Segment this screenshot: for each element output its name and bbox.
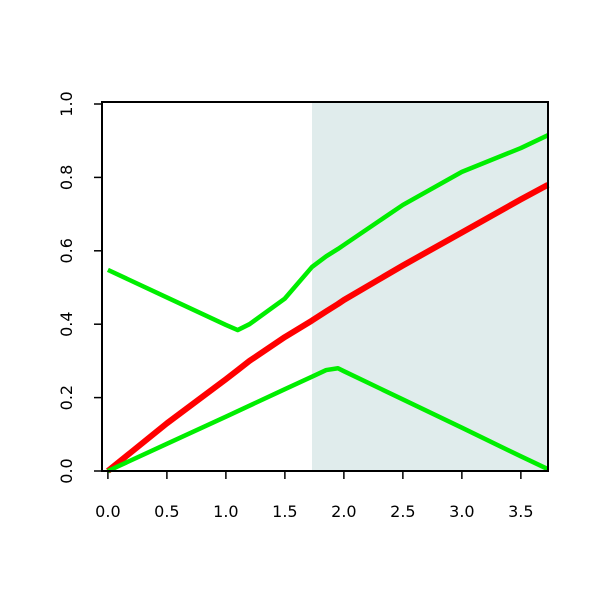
y-tick-label: 0.8	[57, 165, 76, 190]
y-tick-label: 1.0	[57, 91, 76, 116]
x-tick-label: 0.0	[95, 502, 120, 521]
line	[106, 365, 549, 474]
x-tick-label: 0.5	[154, 502, 179, 521]
y-tick-label: 0.0	[57, 458, 76, 483]
x-tick-label: 3.0	[449, 502, 474, 521]
shaded-region	[312, 102, 548, 471]
x-tick-label: 3.5	[508, 502, 533, 521]
x-tick-label: 1.0	[213, 502, 238, 521]
y-tick-label: 0.4	[57, 311, 76, 336]
plot-frame	[101, 101, 549, 472]
y-tick-label: 0.2	[57, 385, 76, 410]
line	[106, 182, 550, 474]
y-tick-label: 0.6	[57, 238, 76, 263]
x-tick-label: 2.5	[390, 502, 415, 521]
line	[106, 133, 549, 333]
x-tick-label: 2.0	[331, 502, 356, 521]
x-tick-label: 1.5	[272, 502, 297, 521]
